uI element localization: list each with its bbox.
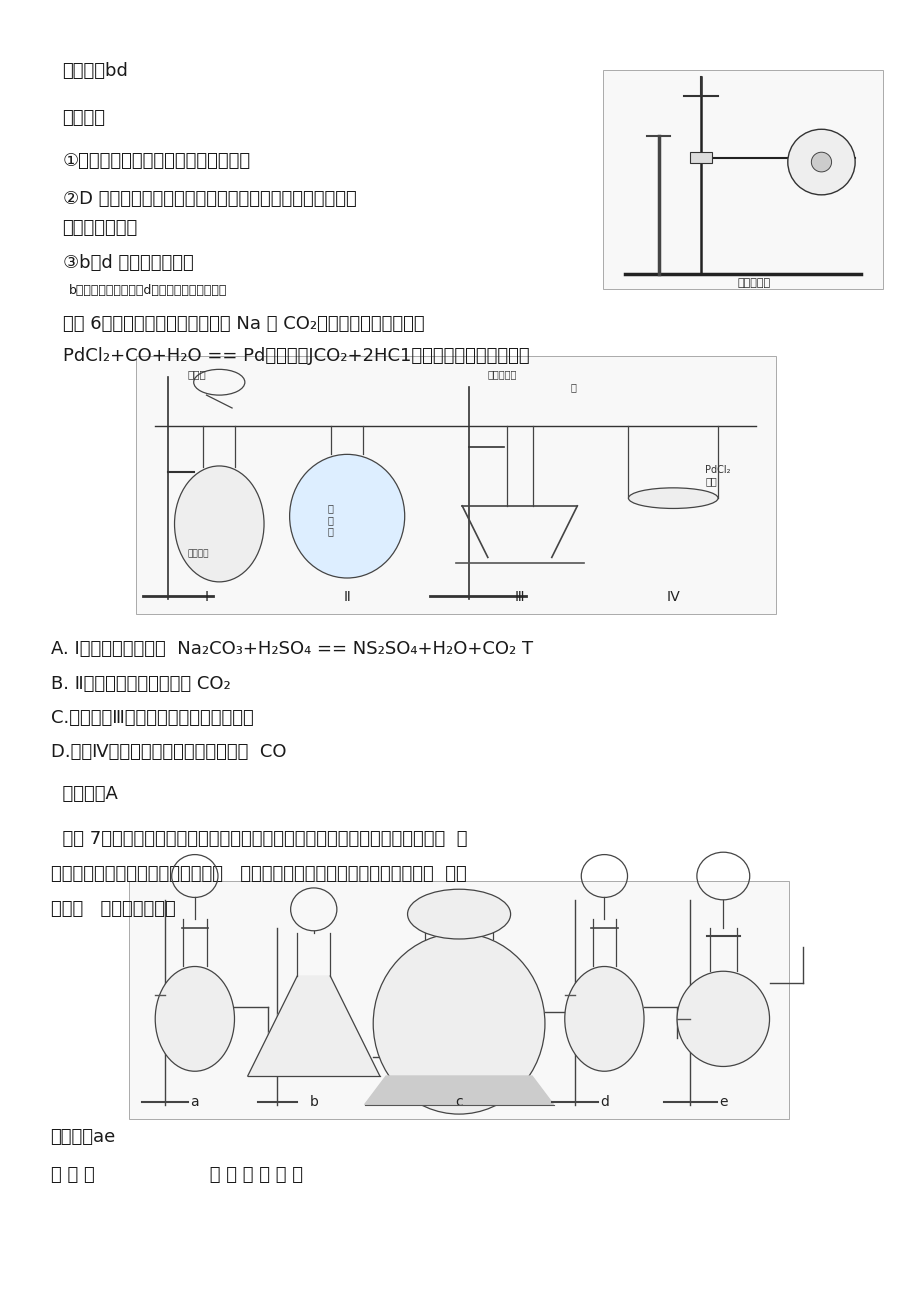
- Ellipse shape: [787, 129, 855, 195]
- Text: 【例 6】某同学利用下列装置探究 Na 与 CO₂反应的还原产物，已知: 【例 6】某同学利用下列装置探究 Na 与 CO₂反应的还原产物，已知: [62, 315, 424, 333]
- Text: 【注意】: 【注意】: [62, 109, 106, 127]
- Text: 【 思 考                    恒 压 滴 液 漏 斦: 【 思 考 恒 压 滴 液 漏 斦: [51, 1166, 302, 1184]
- Text: ②D 属于简易启普发生器，注意长颈漏斗下端口位置，这么: ②D 属于简易启普发生器，注意长颈漏斗下端口位置，这么: [62, 190, 356, 208]
- Polygon shape: [364, 1076, 553, 1105]
- Ellipse shape: [564, 967, 643, 1071]
- Text: Ⅱ: Ⅱ: [344, 589, 350, 604]
- Ellipse shape: [373, 933, 544, 1114]
- Text: 【答案】ae: 【答案】ae: [51, 1128, 116, 1146]
- Text: 硫酸和亚硫酸馒反应制取二氧化硫，   并希望能控制反应速度，下图中可选用的  发生: 硫酸和亚硫酸馒反应制取二氧化硫， 并希望能控制反应速度，下图中可选用的 发生: [51, 865, 466, 883]
- Ellipse shape: [155, 967, 234, 1071]
- Text: a: a: [190, 1095, 199, 1110]
- Text: A. Ⅰ中发生反应可以是  Na₂CO₃+H₂SO₄ == NS₂SO₄+H₂O+CO₂ T: A. Ⅰ中发生反应可以是 Na₂CO₃+H₂SO₄ == NS₂SO₄+H₂O+…: [51, 640, 532, 658]
- Text: c: c: [455, 1095, 462, 1110]
- Text: 石英玻璃管: 石英玻璃管: [487, 369, 516, 380]
- Text: 【答案】A: 【答案】A: [51, 785, 118, 803]
- Text: Ⅳ: Ⅳ: [666, 589, 679, 604]
- Text: PdCl₂
溶液: PdCl₂ 溶液: [705, 464, 730, 487]
- FancyBboxPatch shape: [129, 881, 789, 1119]
- Ellipse shape: [175, 466, 264, 582]
- Text: 浓
硫
酸: 浓 硫 酸: [328, 503, 334, 536]
- FancyBboxPatch shape: [136, 356, 775, 614]
- Text: ③b、d 的区别是什么？: ③b、d 的区别是什么？: [62, 254, 193, 272]
- Ellipse shape: [676, 972, 768, 1067]
- Polygon shape: [247, 976, 380, 1076]
- Text: D.步骤Ⅳ的目的是证明还原产物是否有  CO: D.步骤Ⅳ的目的是证明还原产物是否有 CO: [51, 743, 286, 761]
- Text: b还需一个控一按遢，d简易启普一压按一按位: b还需一个控一按遢，d简易启普一压按一按位: [69, 284, 227, 297]
- Text: 放置的作用是？: 放置的作用是？: [62, 219, 138, 237]
- Ellipse shape: [289, 454, 404, 578]
- Ellipse shape: [811, 152, 831, 172]
- Text: ①上图洗气瓶中盛放试剖是？作用是？: ①上图洗气瓶中盛放试剖是？作用是？: [62, 152, 250, 170]
- Text: 装置是   （填写字母）。: 装置是 （填写字母）。: [51, 900, 176, 919]
- Text: 【例 7】实验室可用铜和浓硫酸加热或硫酸和亚硫酸馒反应制取二氧化硫。如果  用: 【例 7】实验室可用铜和浓硫酸加热或硫酸和亚硫酸馒反应制取二氧化硫。如果 用: [51, 830, 467, 848]
- Ellipse shape: [407, 889, 510, 939]
- Text: 焊臂夹: 焊臂夹: [187, 369, 206, 380]
- Text: Ⅲ: Ⅲ: [515, 589, 524, 604]
- Text: 多孔隔板: 多孔隔板: [187, 549, 209, 558]
- Text: Ⅰ: Ⅰ: [204, 589, 209, 604]
- Text: 有孔塑料板: 有孔塑料板: [736, 278, 769, 288]
- Text: 钠: 钠: [571, 382, 576, 392]
- FancyBboxPatch shape: [689, 152, 711, 163]
- Text: 【答案】bd: 【答案】bd: [62, 62, 129, 81]
- Text: C.实验时，Ⅲ中石英玻璃管容易受到腐蚀: C.实验时，Ⅲ中石英玻璃管容易受到腐蚀: [51, 709, 253, 727]
- Text: d: d: [599, 1095, 608, 1110]
- FancyBboxPatch shape: [602, 70, 882, 289]
- Ellipse shape: [628, 488, 717, 509]
- Text: B. Ⅱ中浓硫酸的目的是干燥 CO₂: B. Ⅱ中浓硫酸的目的是干燥 CO₂: [51, 675, 230, 693]
- Text: b: b: [309, 1095, 318, 1110]
- Text: e: e: [719, 1095, 727, 1110]
- Text: PdCl₂+CO+H₂O == Pd（黑色）JCO₂+2HC1。下列相关分析错误的是: PdCl₂+CO+H₂O == Pd（黑色）JCO₂+2HC1。下列相关分析错误…: [62, 347, 528, 366]
